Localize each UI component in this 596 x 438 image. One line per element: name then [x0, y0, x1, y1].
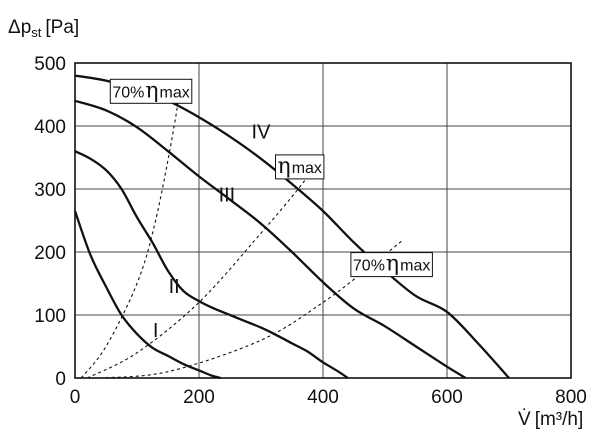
eta-max-label-text: 70%ηmax: [353, 252, 430, 277]
fan-curve-iv: [74, 74, 510, 379]
x-tick-label: 800: [555, 387, 587, 408]
eta-max-label: ηmax: [275, 154, 325, 180]
y-axis-unit: [Pa]: [45, 17, 79, 38]
y-tick-label: 400: [34, 117, 66, 138]
x-tick-label: 200: [183, 387, 215, 408]
eta-max-label: 70%ηmax: [350, 252, 433, 278]
eta-max-subscript: max: [160, 84, 190, 101]
eta-max-label-box: [275, 154, 325, 180]
eta-max-subscript: max: [400, 258, 430, 275]
y-axis-subscript: st: [31, 25, 42, 40]
y-tick-label: 200: [34, 243, 66, 264]
eta-max-percent: 70%: [353, 258, 385, 275]
x-axis-title: V̇ [m³/h]: [518, 409, 583, 430]
fan-curve-iii: [74, 99, 467, 379]
fan-curve-ii: [74, 150, 349, 379]
y-tick-labels: 0 100 200 300 400 500: [34, 54, 66, 390]
eta-max-label-text: ηmax: [278, 154, 322, 179]
eta-max-label-text: 70%ηmax: [112, 78, 189, 103]
eta-symbol: η: [278, 154, 291, 179]
fan-curves: [73, 74, 510, 380]
x-tick-label: 0: [70, 387, 81, 408]
eta-max-percent: 70%: [112, 84, 144, 101]
efficiency-curve: [87, 163, 318, 379]
eta-symbol: η: [145, 78, 158, 103]
eta-max-label-box: [109, 78, 193, 104]
x-axis-symbol: V̇: [518, 409, 531, 430]
y-tick-label: 300: [34, 180, 66, 201]
efficiency-curve: [80, 81, 181, 379]
y-tick-label: 500: [34, 54, 66, 75]
eta-max-label: 70%ηmax: [109, 78, 193, 104]
y-tick-label: 100: [34, 306, 66, 327]
y-axis-symbol: Δp: [8, 17, 31, 38]
x-axis-unit: [m³/h]: [535, 409, 584, 430]
curve-label-i: I: [153, 320, 159, 342]
grid: [75, 63, 571, 378]
x-tick-label: 400: [307, 387, 339, 408]
eta-max-subscript: max: [292, 160, 322, 177]
y-tick-label: 0: [55, 369, 66, 390]
x-tick-labels: 0 200 400 600 800: [70, 387, 587, 408]
x-tick-label: 600: [431, 387, 463, 408]
y-axis-title: Δpst [Pa]: [8, 17, 79, 40]
eta-symbol: η: [386, 252, 399, 277]
curve-label-iv: IV: [252, 122, 272, 144]
fan-curve-i: [73, 210, 221, 380]
curve-label-iii: III: [219, 185, 236, 207]
plot-frame: [74, 62, 572, 379]
curve-label-ii: II: [169, 276, 180, 298]
eta-max-label-box: [350, 252, 433, 278]
